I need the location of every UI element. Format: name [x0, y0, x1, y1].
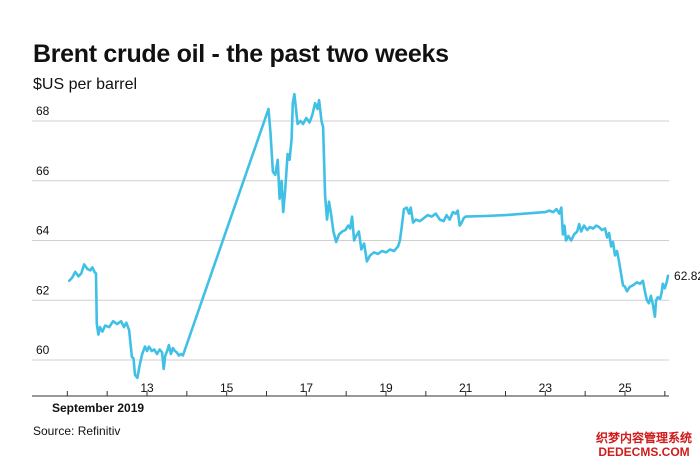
x-tick-label-21: 21	[459, 381, 473, 395]
y-tick-label-64: 64	[36, 224, 50, 238]
last-value-label: 62.82	[674, 269, 700, 283]
y-tick-label-66: 66	[36, 164, 50, 178]
watermark-line-1: 织梦内容管理系统	[595, 431, 692, 445]
x-tick-label-15: 15	[220, 381, 234, 395]
x-axis: 13 15 17 19 21 23 25	[32, 381, 669, 397]
watermark: 织梦内容管理系统 DEDECMS.COM	[596, 431, 692, 459]
series-layer	[68, 92, 670, 380]
x-tick-label-17: 17	[300, 381, 314, 395]
series-line-0	[68, 92, 670, 380]
x-axis-label: September 2019	[52, 401, 144, 415]
y-tick-label-62: 62	[36, 283, 50, 297]
y-tick-label-60: 60	[36, 343, 50, 357]
x-tick-label-25: 25	[618, 381, 632, 395]
gridlines	[32, 120, 669, 361]
x-tick-label-23: 23	[539, 381, 553, 395]
x-tick-label-19: 19	[379, 381, 393, 395]
chart-title: Brent crude oil - the past two weeks	[33, 40, 449, 68]
source-note: Source: Refinitiv	[33, 424, 121, 438]
y-axis-ticks: 60 62 64 66 68	[36, 104, 50, 357]
y-tick-label-68: 68	[36, 104, 50, 118]
x-tick-label-13: 13	[140, 381, 154, 395]
watermark-line-2: DEDECMS.COM	[598, 445, 690, 459]
y-axis-unit-label: $US per barrel	[33, 76, 138, 93]
